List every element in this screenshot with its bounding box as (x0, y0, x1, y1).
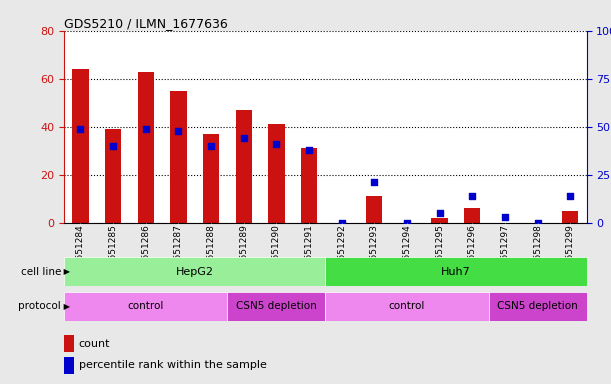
Bar (64, 335, 73, 353)
Text: GSM651297: GSM651297 (500, 224, 510, 279)
Text: ▶: ▶ (61, 302, 70, 311)
Point (435, 210, 445, 216)
Point (467, 193, 477, 199)
Text: GSM651298: GSM651298 (533, 224, 542, 279)
Bar (227, 292, 325, 321)
Text: GSM651286: GSM651286 (141, 224, 150, 279)
Text: GSM651284: GSM651284 (76, 224, 85, 279)
Bar (137, 71, 154, 223)
Text: GSM651290: GSM651290 (272, 224, 281, 279)
Bar (72, 69, 89, 223)
Bar (325, 292, 489, 321)
Text: cell line: cell line (21, 266, 61, 277)
Text: HepG2: HepG2 (176, 266, 214, 277)
Text: GSM651285: GSM651285 (109, 224, 118, 279)
Point (304, 147, 314, 153)
Bar (562, 211, 579, 223)
Text: control: control (389, 301, 425, 311)
Point (565, 193, 575, 199)
Bar (464, 208, 480, 223)
Text: GSM651295: GSM651295 (435, 224, 444, 279)
Bar (64, 292, 227, 321)
Text: CSN5 depletion: CSN5 depletion (236, 301, 316, 311)
Text: ▶: ▶ (61, 267, 70, 276)
Point (76, 126, 86, 132)
Point (533, 220, 543, 226)
Point (402, 220, 412, 226)
Point (500, 214, 510, 220)
Text: GSM651293: GSM651293 (370, 224, 379, 279)
Bar (301, 148, 317, 223)
Text: CSN5 depletion: CSN5 depletion (497, 301, 578, 311)
Bar (489, 292, 587, 321)
Text: GSM651291: GSM651291 (304, 224, 313, 279)
Point (370, 179, 379, 185)
Bar (431, 218, 448, 223)
Bar (64, 356, 73, 374)
Point (108, 143, 118, 149)
Text: GSM651292: GSM651292 (337, 224, 346, 279)
Bar (64, 257, 325, 286)
Point (206, 143, 216, 149)
Text: GSM651296: GSM651296 (468, 224, 477, 279)
Text: GSM651294: GSM651294 (403, 224, 411, 279)
Bar (236, 110, 252, 223)
Bar (170, 91, 186, 223)
Text: GSM651288: GSM651288 (207, 224, 216, 279)
Text: GSM651287: GSM651287 (174, 224, 183, 279)
Bar (366, 196, 382, 223)
Point (141, 126, 151, 132)
Point (271, 141, 281, 147)
Text: protocol: protocol (18, 301, 61, 311)
Bar (268, 124, 285, 223)
Text: GDS5210 / ILMN_1677636: GDS5210 / ILMN_1677636 (64, 17, 228, 30)
Text: GSM651289: GSM651289 (240, 224, 248, 279)
Bar (105, 129, 122, 223)
Bar (203, 134, 219, 223)
Text: percentile rank within the sample: percentile rank within the sample (79, 360, 266, 370)
Point (174, 127, 183, 134)
Point (239, 135, 249, 141)
Point (337, 220, 346, 226)
Text: GSM651299: GSM651299 (566, 224, 575, 279)
Text: Huh7: Huh7 (441, 266, 471, 277)
Text: control: control (128, 301, 164, 311)
Text: count: count (79, 339, 110, 349)
Bar (325, 257, 587, 286)
